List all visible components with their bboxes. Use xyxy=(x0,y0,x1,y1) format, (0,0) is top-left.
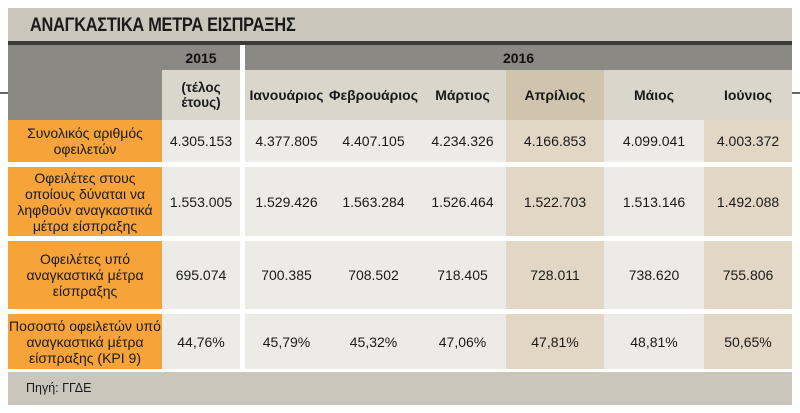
cell-value: 708.502 xyxy=(328,241,419,314)
cell-value: 4.377.805 xyxy=(245,120,328,167)
header-corner xyxy=(8,45,162,120)
header-month-1: Ιανουάριος xyxy=(245,70,328,120)
cell-value: 1.492.088 xyxy=(704,167,793,241)
cell-value: 47,06% xyxy=(419,314,506,369)
cell-value: 755.806 xyxy=(704,241,793,314)
cell-value: 1.529.426 xyxy=(245,167,328,241)
enforcement-table: 2015 2016 (τέλος έτους) Ιανουάριος Φεβρο… xyxy=(8,45,793,369)
source-bar: Πηγή: ΓΓΔΕ xyxy=(8,369,792,405)
cell-value: 728.011 xyxy=(506,241,604,314)
row-label: Ποσοστό οφειλετών υπό αναγκαστικά μέτρα … xyxy=(8,314,162,369)
cell-value: 48,81% xyxy=(604,314,704,369)
header-month-2: Φεβρουάριος xyxy=(328,70,419,120)
cell-2015: 695.074 xyxy=(162,241,245,314)
cell-value: 718.405 xyxy=(419,241,506,314)
cell-value: 4.099.041 xyxy=(604,120,704,167)
header-year-2016: 2016 xyxy=(245,45,793,70)
cell-value: 47,81% xyxy=(506,314,604,369)
title-bar: ΑΝΑΓΚΑΣΤΙΚΑ ΜΕΤΡΑ ΕΙΣΠΡΑΞΗΣ xyxy=(8,8,792,45)
right-edge-mark xyxy=(792,92,800,94)
left-edge-mark xyxy=(0,92,8,94)
header-month-6: Ιούνιος xyxy=(704,70,793,120)
cell-value: 4.407.105 xyxy=(328,120,419,167)
cell-2015: 1.553.005 xyxy=(162,167,245,241)
cell-value: 1.526.464 xyxy=(419,167,506,241)
year-header-row: 2015 2016 xyxy=(8,45,793,120)
cell-value: 700.385 xyxy=(245,241,328,314)
cell-value: 50,65% xyxy=(704,314,793,369)
table-row: Συνολικός αριθμός οφειλετών 4.305.153 4.… xyxy=(8,120,793,167)
cell-value: 4.234.326 xyxy=(419,120,506,167)
cell-value: 4.003.372 xyxy=(704,120,793,167)
cell-value: 45,79% xyxy=(245,314,328,369)
header-year-2015: 2015 xyxy=(162,45,245,70)
row-label: Οφειλέτες στους οποίους δύναται να ληφθο… xyxy=(8,167,162,241)
header-month-5: Μάιος xyxy=(604,70,704,120)
cell-value: 4.166.853 xyxy=(506,120,604,167)
header-year-end: (τέλος έτους) xyxy=(162,70,245,120)
cell-value: 1.563.284 xyxy=(328,167,419,241)
cell-value: 738.620 xyxy=(604,241,704,314)
cell-2015: 4.305.153 xyxy=(162,120,245,167)
header-month-3: Μάρτιος xyxy=(419,70,506,120)
table-row: Οφειλέτες στους οποίους δύναται να ληφθο… xyxy=(8,167,793,241)
row-label: Συνολικός αριθμός οφειλετών xyxy=(8,120,162,167)
table-row: Οφειλέτες υπό αναγκαστικά μέτρα είσπραξη… xyxy=(8,241,793,314)
source-note: Πηγή: ΓΓΔΕ xyxy=(26,381,92,395)
cell-value: 1.522.703 xyxy=(506,167,604,241)
cell-value: 1.513.146 xyxy=(604,167,704,241)
month-header-row: (τέλος έτους) Ιανουάριος Φεβρουάριος Μάρ… xyxy=(8,70,793,120)
table-row: Ποσοστό οφειλετών υπό αναγκαστικά μέτρα … xyxy=(8,314,793,369)
cell-2015: 44,76% xyxy=(162,314,245,369)
page-title: ΑΝΑΓΚΑΣΤΙΚΑ ΜΕΤΡΑ ΕΙΣΠΡΑΞΗΣ xyxy=(30,15,296,36)
row-label: Οφειλέτες υπό αναγκαστικά μέτρα είσπραξη… xyxy=(8,241,162,314)
header-month-4: Απρίλιος xyxy=(506,70,604,120)
cell-value: 45,32% xyxy=(328,314,419,369)
